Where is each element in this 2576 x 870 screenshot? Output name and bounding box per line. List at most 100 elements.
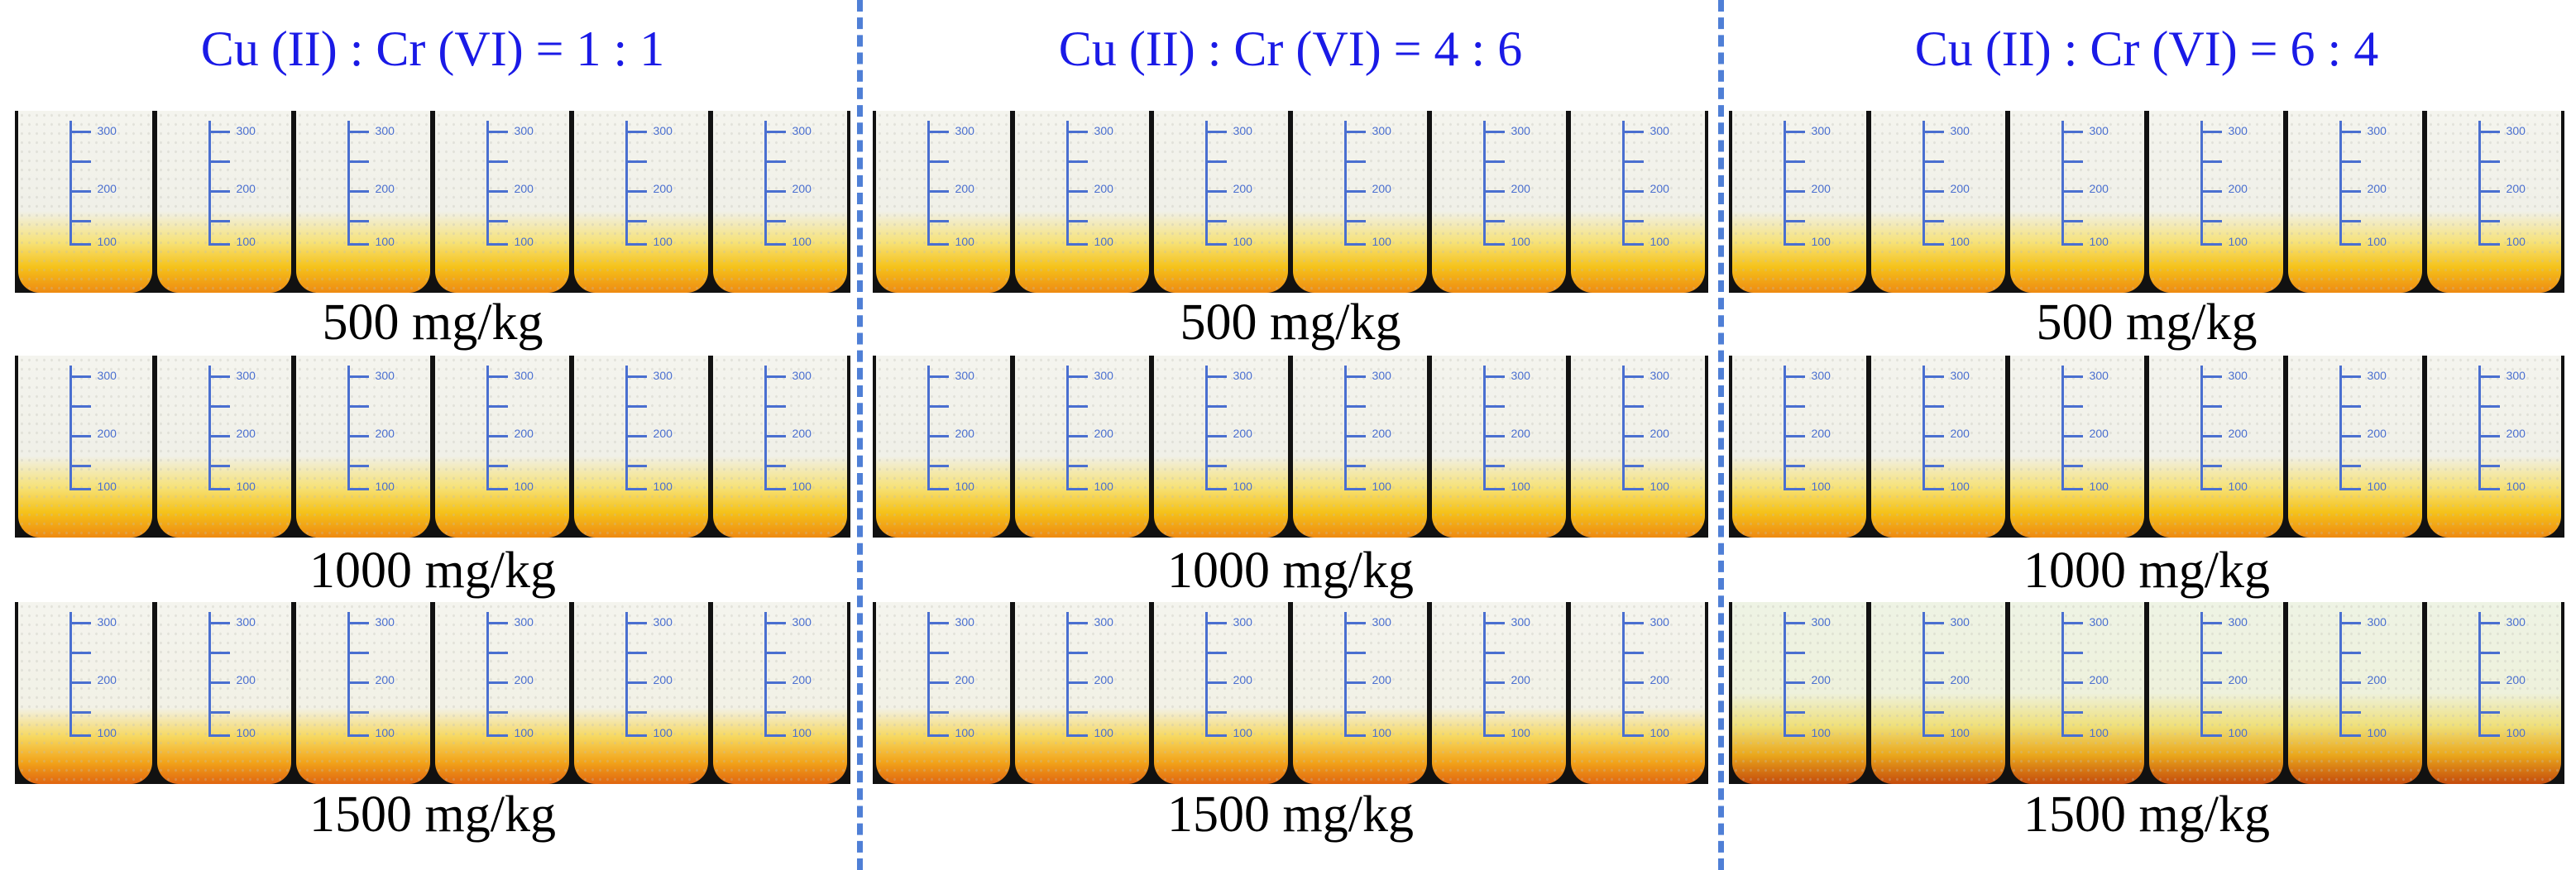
graduation-number: 100 xyxy=(2089,480,2109,493)
graduation-number: 300 xyxy=(1811,615,1831,629)
graduation-number: 200 xyxy=(1233,673,1252,686)
graduation-tick xyxy=(2200,652,2222,654)
graduation-tick xyxy=(2200,220,2222,222)
graduation-number: 300 xyxy=(792,369,812,382)
graduation-tick xyxy=(347,243,369,246)
graduation-tick xyxy=(625,435,647,437)
graduation-tick xyxy=(1621,405,1644,408)
graduation-tick xyxy=(2339,375,2361,378)
precipitate-texture xyxy=(2288,602,2422,784)
graduation-tick xyxy=(1482,160,1505,163)
graduation-tick xyxy=(2200,405,2222,408)
graduation-tick xyxy=(764,711,786,714)
graduation-line xyxy=(625,366,628,490)
graduation-number: 300 xyxy=(2506,369,2526,382)
graduation-tick xyxy=(2061,435,2083,437)
graduation-number: 200 xyxy=(514,673,534,686)
graduation-number: 200 xyxy=(1811,427,1831,440)
beaker: 300 200 100 xyxy=(157,111,291,293)
graduation-number: 300 xyxy=(955,369,974,382)
graduation-number: 200 xyxy=(375,673,395,686)
graduation-number: 300 xyxy=(1233,615,1252,629)
graduation-tick xyxy=(2061,652,2083,654)
graduation-tick xyxy=(1065,652,1088,654)
graduation-line xyxy=(2339,612,2342,736)
graduation-number: 100 xyxy=(1950,480,1970,493)
graduation-number: 200 xyxy=(1372,182,1391,195)
precipitate-texture xyxy=(1871,602,2005,784)
graduation-tick xyxy=(486,405,508,408)
graduation-tick xyxy=(2200,375,2222,378)
graduation-tick xyxy=(2200,435,2222,437)
precipitate-texture xyxy=(713,111,847,293)
graduation-number: 100 xyxy=(514,726,534,739)
graduation-number: 300 xyxy=(653,615,673,629)
graduation-number: 200 xyxy=(2506,673,2526,686)
graduation-number: 200 xyxy=(955,673,974,686)
precipitate-texture xyxy=(296,356,430,538)
graduation-tick xyxy=(764,681,786,684)
precipitate-texture xyxy=(1015,356,1149,538)
graduation-tick xyxy=(69,622,91,624)
graduation-number: 200 xyxy=(514,427,534,440)
graduation-tick xyxy=(69,160,91,163)
graduation-line xyxy=(2478,121,2481,245)
graduation-tick xyxy=(2200,711,2222,714)
graduation-tick xyxy=(2478,131,2500,133)
graduation-number: 300 xyxy=(1650,124,1669,137)
graduation-number: 100 xyxy=(375,726,395,739)
graduation-tick xyxy=(2061,622,2083,624)
graduation-line xyxy=(208,366,211,490)
graduation-tick xyxy=(2339,622,2361,624)
graduation-number: 200 xyxy=(97,427,117,440)
graduation-number: 200 xyxy=(955,427,974,440)
graduation-number: 300 xyxy=(514,615,534,629)
graduation-number: 200 xyxy=(2228,673,2248,686)
panel-title: Cu (II) : Cr (VI) = 4 : 6 xyxy=(1058,22,1523,76)
graduation-tick xyxy=(1204,681,1227,684)
graduation-number: 100 xyxy=(1650,235,1669,248)
graduation-number: 300 xyxy=(1811,369,1831,382)
graduation-number: 300 xyxy=(955,615,974,629)
graduation-number: 200 xyxy=(236,182,256,195)
graduation-number: 200 xyxy=(1811,673,1831,686)
graduation-tick xyxy=(486,435,508,437)
graduation-number: 200 xyxy=(1094,673,1113,686)
graduation-tick xyxy=(1482,488,1505,490)
precipitate-texture xyxy=(1154,356,1288,538)
graduation-number: 100 xyxy=(2089,726,2109,739)
precipitate-texture xyxy=(2427,602,2561,784)
graduation-tick xyxy=(208,190,230,193)
graduation-tick xyxy=(1783,681,1805,684)
graduation-line xyxy=(1343,612,1347,736)
beaker: 300 200 100 xyxy=(876,111,1010,293)
graduation-tick xyxy=(1343,243,1366,246)
graduation-line xyxy=(1065,612,1069,736)
graduation-tick xyxy=(69,465,91,467)
graduation-number: 200 xyxy=(236,673,256,686)
graduation-number: 300 xyxy=(1094,124,1113,137)
graduation-number: 100 xyxy=(1650,480,1669,493)
graduation-tick xyxy=(625,160,647,163)
graduation-number: 200 xyxy=(653,182,673,195)
graduation-tick xyxy=(208,435,230,437)
graduation-line xyxy=(208,612,211,736)
graduation-number: 200 xyxy=(2506,182,2526,195)
graduation-tick xyxy=(625,652,647,654)
beaker: 300 200 100 xyxy=(2288,602,2422,784)
graduation-tick xyxy=(764,160,786,163)
graduation-number: 200 xyxy=(2228,427,2248,440)
beaker: 300 200 100 xyxy=(1871,111,2005,293)
graduation-number: 300 xyxy=(236,615,256,629)
beaker: 300 200 100 xyxy=(1432,356,1566,538)
graduation-tick xyxy=(347,622,369,624)
graduation-number: 100 xyxy=(236,235,256,248)
precipitate-texture xyxy=(1293,602,1427,784)
beaker: 300 200 100 xyxy=(2010,111,2144,293)
graduation-tick xyxy=(1343,190,1366,193)
graduation-tick xyxy=(1783,652,1805,654)
graduation-number: 200 xyxy=(1511,673,1530,686)
beaker: 300 200 100 xyxy=(296,602,430,784)
graduation-number: 300 xyxy=(2506,615,2526,629)
graduation-tick xyxy=(208,681,230,684)
